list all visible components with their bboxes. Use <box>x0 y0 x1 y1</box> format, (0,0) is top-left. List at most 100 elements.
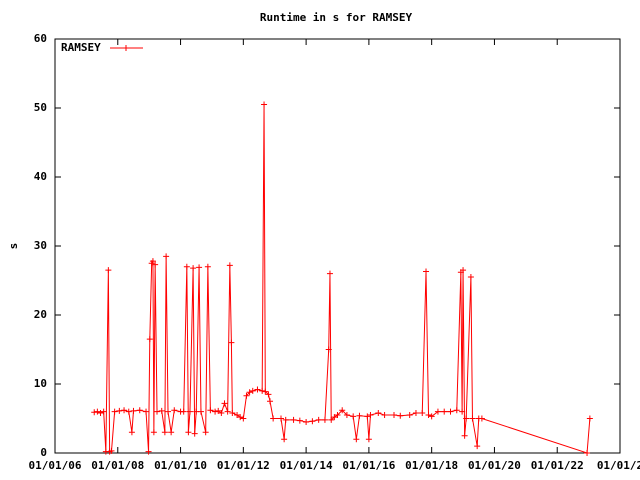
point <box>204 263 211 270</box>
point <box>261 101 268 108</box>
point <box>478 415 485 422</box>
point <box>121 407 128 414</box>
point <box>191 430 198 437</box>
point <box>343 412 350 419</box>
point <box>228 339 235 346</box>
point <box>270 415 277 422</box>
x-tick-label: 01/01/20 <box>468 459 521 472</box>
x-tick-label: 01/01/14 <box>280 459 333 472</box>
y-tick-label: 40 <box>34 170 47 183</box>
point <box>469 415 476 422</box>
point <box>91 409 98 416</box>
x-tick-label: 01/01/18 <box>405 459 458 472</box>
point <box>281 436 288 443</box>
point <box>364 413 371 420</box>
point <box>325 346 332 353</box>
point <box>224 408 231 415</box>
point <box>158 407 165 414</box>
legend-marker <box>123 45 129 51</box>
point <box>461 432 468 439</box>
plot-border <box>54 38 621 454</box>
point <box>412 409 419 416</box>
point <box>154 408 161 415</box>
point <box>423 268 430 275</box>
point <box>474 443 481 450</box>
point <box>375 409 382 416</box>
point <box>391 412 397 419</box>
y-tick-label: 50 <box>34 101 47 114</box>
point <box>196 264 203 271</box>
point <box>218 409 225 416</box>
point <box>584 450 591 456</box>
point <box>434 408 441 415</box>
point <box>441 408 448 415</box>
x-tick-label: 01/01/10 <box>154 459 207 472</box>
point <box>259 387 266 394</box>
point <box>229 409 236 416</box>
point <box>419 409 426 416</box>
point <box>309 418 316 425</box>
point <box>326 270 333 277</box>
point <box>282 416 289 423</box>
point <box>163 253 170 260</box>
point <box>365 436 372 443</box>
y-tick-label: 30 <box>34 239 47 252</box>
point <box>125 408 132 415</box>
point <box>234 412 241 419</box>
x-tick-label: 01/01/06 <box>29 459 82 472</box>
point <box>237 414 244 421</box>
point <box>100 408 107 415</box>
point <box>246 389 253 396</box>
point <box>145 448 152 455</box>
point <box>467 274 474 281</box>
x-tick-label: 01/01/08 <box>91 459 144 472</box>
point <box>97 409 104 416</box>
point <box>254 386 261 393</box>
point <box>290 416 297 423</box>
point <box>453 407 460 414</box>
point <box>328 416 335 423</box>
point <box>185 429 192 436</box>
point <box>111 408 118 415</box>
point <box>128 429 135 436</box>
point <box>460 267 467 274</box>
point <box>353 436 360 443</box>
point <box>168 429 175 436</box>
x-tick-label: 01/01/22 <box>531 459 584 472</box>
legend-label: RAMSEY <box>61 41 101 54</box>
x-tick-label: 01/01/16 <box>342 459 395 472</box>
point <box>202 429 209 436</box>
point <box>356 412 363 419</box>
point <box>94 408 101 415</box>
point <box>197 408 204 415</box>
point <box>161 429 168 436</box>
x-tick-label: 01/01/2 <box>597 459 640 472</box>
point <box>146 336 153 343</box>
point <box>116 407 123 414</box>
point <box>381 412 388 419</box>
point <box>149 258 156 265</box>
y-axis-label: s <box>7 243 20 250</box>
point <box>212 408 219 415</box>
point <box>143 408 150 415</box>
point <box>303 418 310 425</box>
y-tick-label: 0 <box>40 446 47 459</box>
point <box>136 407 143 414</box>
series-line <box>94 104 591 454</box>
point <box>226 262 233 269</box>
point <box>331 414 338 421</box>
point <box>249 387 256 394</box>
point <box>262 388 269 395</box>
point <box>397 412 404 419</box>
point <box>334 412 341 419</box>
point <box>459 408 466 415</box>
point <box>350 413 357 420</box>
point <box>265 391 272 398</box>
point <box>315 416 322 423</box>
point <box>428 413 435 420</box>
point <box>463 415 470 422</box>
y-tick-label: 10 <box>34 377 47 390</box>
point <box>221 400 228 407</box>
point <box>215 407 222 414</box>
